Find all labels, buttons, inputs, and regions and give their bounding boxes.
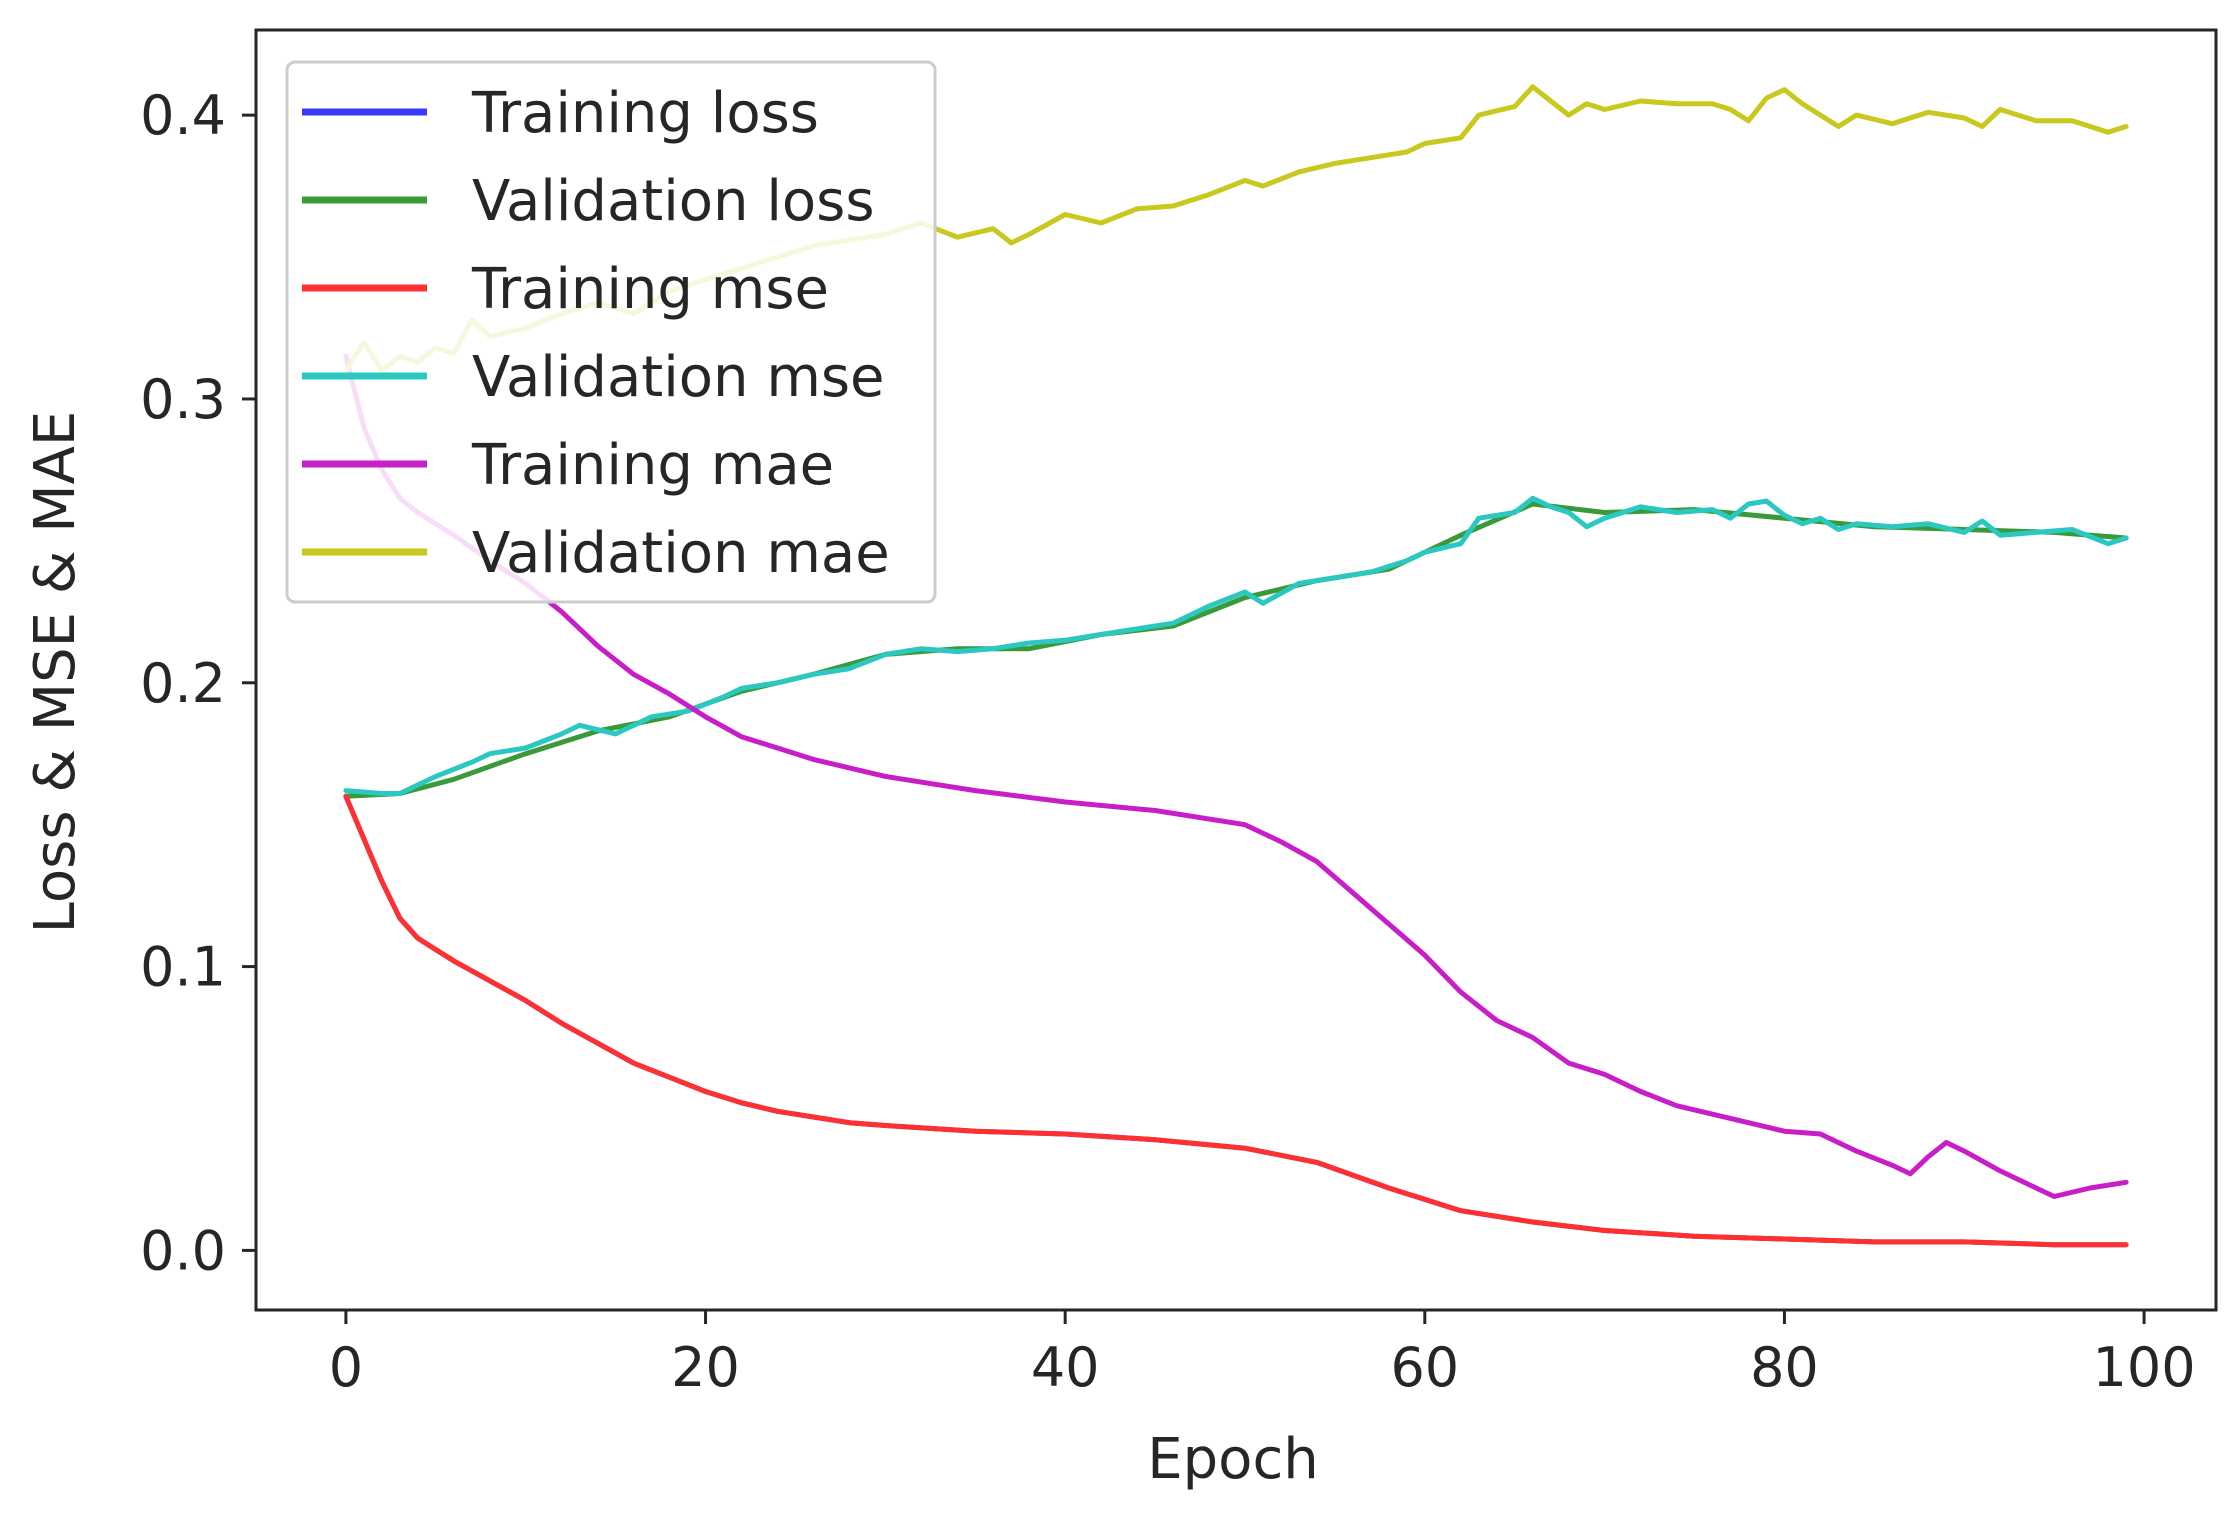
legend-label: Validation loss [472, 169, 875, 234]
plot-lines [343, 84, 2129, 1248]
plot-frame [254, 28, 2218, 1312]
x-tick-label: 80 [1750, 1336, 1819, 1399]
legend-box [285, 60, 937, 604]
x-axis: 0 20 40 60 80 100 [329, 1310, 2196, 1399]
x-tick-label: 40 [1031, 1336, 1100, 1399]
y-tick-label: 0.3 [140, 368, 226, 431]
legend-label: Validation mae [472, 521, 890, 586]
y-tick-label: 0.0 [140, 1219, 226, 1282]
legend-label: Training mae [471, 433, 834, 498]
y-tick-label: 0.2 [140, 652, 226, 715]
series-line-2 [343, 793, 2129, 1248]
legend-label: Training loss [471, 81, 819, 146]
y-tick-label: 0.4 [140, 84, 226, 147]
legend-label: Validation mse [472, 345, 885, 410]
y-tick-label: 0.1 [140, 936, 226, 999]
y-axis: 0.0 0.1 0.2 0.3 0.4 [140, 84, 256, 1282]
legend: Training loss Validation loss Training mse… [285, 60, 937, 604]
x-tick-label: 20 [671, 1336, 740, 1399]
x-axis-label: Epoch [1147, 1427, 1318, 1492]
series-line-4 [343, 353, 2129, 1199]
y-axis-label: Loss & MSE & MAE [23, 411, 88, 934]
x-tick-label: 100 [2093, 1336, 2196, 1399]
x-tick-label: 60 [1390, 1336, 1459, 1399]
series-line-3 [343, 495, 2129, 796]
legend-label: Training mse [471, 257, 829, 322]
x-tick-label: 0 [329, 1336, 363, 1399]
